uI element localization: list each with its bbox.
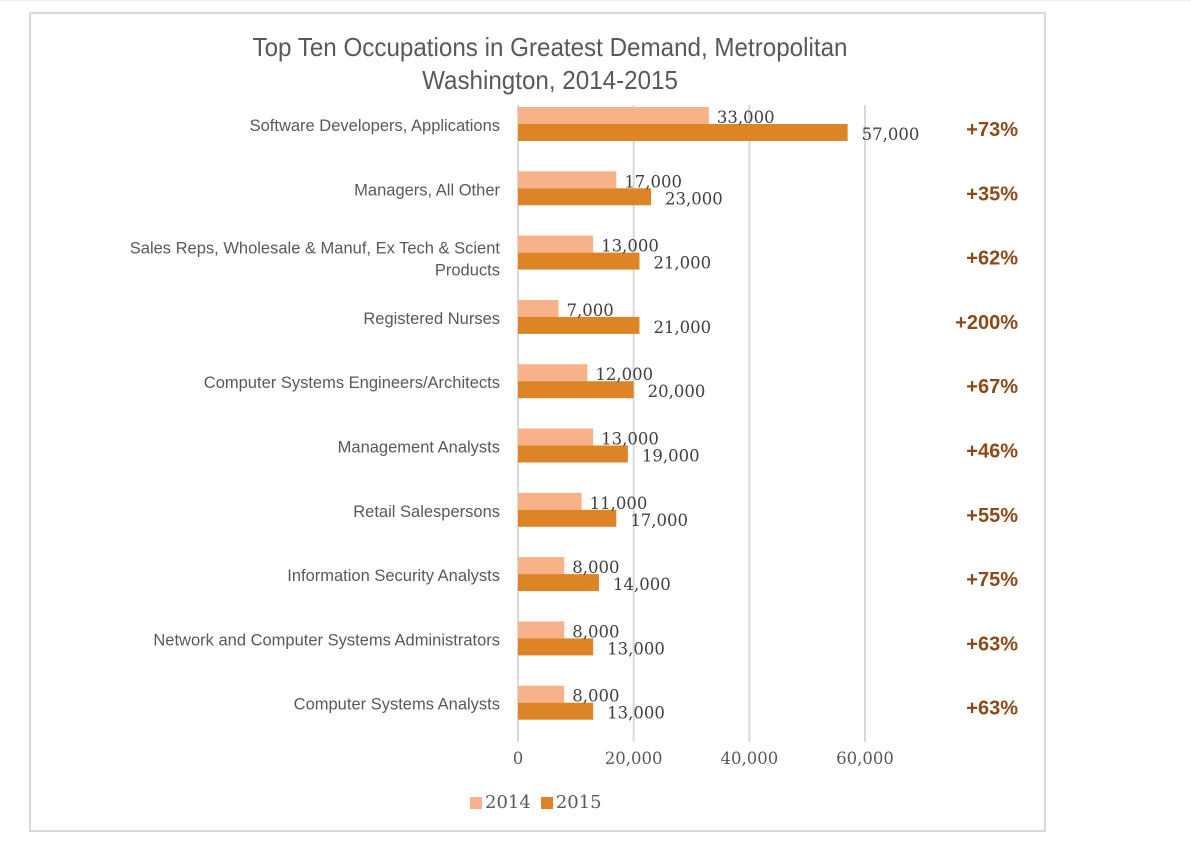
percent-change-annotation: +200% — [955, 312, 1018, 334]
data-label-2014: 17,000 — [624, 172, 682, 191]
category-label: Management Analysts — [338, 439, 500, 457]
legend-item-2014[interactable]: 2014 — [470, 792, 531, 813]
chart-title: Top Ten Occupations in Greatest Demand, … — [178, 31, 922, 97]
data-label-2014: 33,000 — [717, 108, 775, 127]
legend-item-2015[interactable]: 2015 — [540, 792, 602, 813]
percent-change-annotation: +55% — [966, 505, 1018, 527]
category-label: Products — [435, 262, 500, 280]
data-label-2015: 57,000 — [862, 125, 920, 144]
bar-2014[interactable] — [518, 299, 559, 317]
legend: 2014 2015 — [470, 792, 602, 813]
bar-2015[interactable] — [518, 188, 652, 206]
data-label-2015: 14,000 — [613, 575, 671, 594]
data-label-2015: 17,000 — [630, 511, 688, 530]
category-label: Network and Computer Systems Administrat… — [153, 631, 500, 649]
x-tick-label: 0 — [513, 749, 524, 768]
top-divider — [0, 0, 1191, 1]
percent-change-annotation: +46% — [966, 441, 1018, 463]
bar-2014[interactable] — [518, 428, 594, 446]
data-label-2014: 11,000 — [590, 494, 648, 513]
bar-2014[interactable] — [518, 621, 565, 639]
data-label-2015: 13,000 — [607, 704, 665, 723]
percent-change-annotation: +67% — [966, 376, 1018, 398]
bar-2014[interactable] — [518, 364, 588, 382]
bar-2015[interactable] — [518, 252, 640, 270]
percent-change-annotation: +35% — [966, 183, 1018, 205]
bar-2015[interactable] — [518, 574, 599, 592]
legend-label-2015: 2015 — [555, 792, 602, 813]
data-label-2014: 8,000 — [572, 622, 619, 641]
percent-change-annotation: +73% — [966, 119, 1018, 141]
bar-2015[interactable] — [518, 509, 617, 527]
x-tick-label: 40,000 — [720, 749, 778, 768]
legend-swatch-2014 — [470, 796, 482, 809]
bar-2015[interactable] — [518, 702, 594, 720]
data-label-2014: 13,000 — [601, 237, 659, 256]
data-label-2015: 23,000 — [665, 189, 723, 208]
data-label-2015: 21,000 — [653, 318, 711, 337]
data-label-2014: 13,000 — [601, 430, 659, 449]
data-label-2014: 12,000 — [595, 365, 653, 384]
percent-change-annotation: +63% — [966, 698, 1018, 720]
bar-2015[interactable] — [518, 638, 594, 656]
data-label-2014: 8,000 — [572, 687, 619, 706]
category-label: Information Security Analysts — [287, 567, 500, 585]
category-label: Retail Salespersons — [353, 503, 500, 521]
bar-2014[interactable] — [518, 235, 594, 253]
bar-2014[interactable] — [518, 557, 565, 575]
data-label-2014: 7,000 — [566, 301, 613, 320]
legend-swatch-2015 — [540, 796, 553, 809]
bar-2015[interactable] — [518, 445, 628, 463]
category-label: Computer Systems Engineers/Architects — [204, 374, 500, 392]
percent-change-annotation: +75% — [966, 569, 1018, 591]
percent-change-annotation: +62% — [966, 248, 1018, 270]
category-label: Software Developers, Applications — [250, 117, 500, 135]
x-tick-label: 60,000 — [836, 749, 894, 768]
bar-2015[interactable] — [518, 381, 634, 399]
legend-label-2014: 2014 — [485, 792, 531, 813]
data-label-2015: 20,000 — [648, 382, 706, 401]
bar-2014[interactable] — [518, 685, 565, 703]
data-label-2015: 19,000 — [642, 447, 700, 466]
category-label: Sales Reps, Wholesale & Manuf, Ex Tech &… — [130, 240, 501, 258]
data-label-2015: 13,000 — [607, 639, 665, 658]
category-label: Computer Systems Analysts — [294, 696, 500, 714]
x-tick-label: 20,000 — [605, 749, 663, 768]
percent-change-annotation: +63% — [966, 633, 1018, 655]
bar-2015[interactable] — [518, 316, 640, 334]
chart-title-line-2: Washington, 2014-2015 — [422, 65, 678, 95]
chart-title-line-1: Top Ten Occupations in Greatest Demand, … — [252, 32, 848, 62]
category-label: Managers, All Other — [354, 181, 500, 199]
bar-2014[interactable] — [518, 107, 709, 124]
category-label: Registered Nurses — [363, 310, 500, 328]
bar-2014[interactable] — [518, 171, 617, 189]
bar-2014[interactable] — [518, 492, 582, 510]
data-label-2014: 8,000 — [572, 558, 619, 577]
data-label-2015: 21,000 — [653, 254, 711, 273]
bar-2015[interactable] — [518, 124, 848, 141]
